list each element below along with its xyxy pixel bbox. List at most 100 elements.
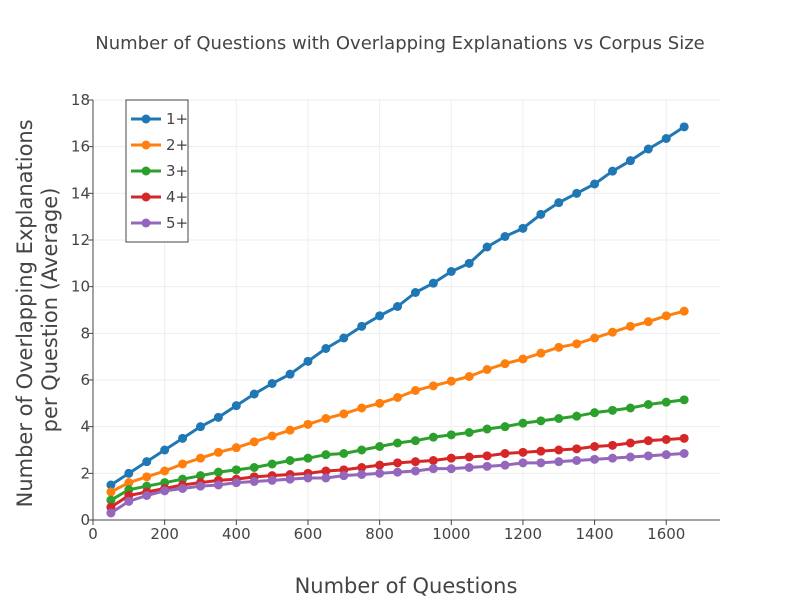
data-point bbox=[625, 438, 635, 448]
y-axis-title-line-1: Number of Overlapping Explanations bbox=[13, 119, 37, 507]
data-point bbox=[375, 311, 385, 321]
data-point bbox=[321, 466, 331, 476]
data-point bbox=[590, 333, 600, 343]
data-point bbox=[428, 432, 438, 442]
y-axis-title: Number of Overlapping Explanations per Q… bbox=[13, 113, 62, 508]
data-point bbox=[446, 453, 456, 463]
data-point bbox=[160, 466, 170, 476]
data-point bbox=[285, 474, 295, 484]
x-tick-label: 400 bbox=[222, 525, 251, 543]
data-point bbox=[124, 496, 134, 506]
data-point bbox=[482, 424, 492, 434]
y-tick-label: 8 bbox=[80, 324, 90, 342]
data-point bbox=[572, 188, 582, 198]
data-point bbox=[625, 156, 635, 166]
series-1 bbox=[106, 122, 689, 490]
data-point bbox=[249, 477, 259, 486]
legend-swatch-marker bbox=[141, 166, 151, 176]
data-point bbox=[536, 209, 546, 219]
data-point bbox=[554, 445, 564, 455]
x-axis-title: Number of Questions bbox=[295, 574, 518, 598]
x-tick-label: 0 bbox=[88, 525, 98, 543]
data-point bbox=[536, 348, 546, 358]
data-point bbox=[339, 333, 349, 343]
x-tick-label: 1400 bbox=[576, 525, 614, 543]
data-point bbox=[500, 422, 510, 432]
data-point bbox=[213, 480, 223, 490]
data-point bbox=[393, 467, 403, 477]
data-point bbox=[321, 344, 331, 353]
legend-item: 5+ bbox=[131, 214, 188, 232]
data-point bbox=[195, 453, 205, 463]
data-point bbox=[393, 458, 403, 468]
data-point bbox=[357, 463, 367, 472]
data-point bbox=[267, 379, 277, 388]
data-point bbox=[643, 451, 653, 461]
data-point bbox=[267, 459, 277, 469]
data-point bbox=[321, 414, 331, 423]
data-point bbox=[321, 473, 331, 483]
grid bbox=[93, 99, 720, 520]
data-point bbox=[124, 468, 134, 478]
data-point bbox=[285, 369, 295, 379]
data-point bbox=[142, 457, 152, 467]
data-point bbox=[267, 475, 277, 485]
data-point bbox=[178, 433, 188, 443]
data-point bbox=[679, 395, 689, 405]
data-point bbox=[410, 457, 420, 467]
data-point bbox=[446, 464, 456, 474]
data-point bbox=[142, 472, 152, 482]
data-point bbox=[285, 456, 295, 465]
data-point bbox=[339, 449, 349, 458]
legend-swatch-marker bbox=[141, 192, 151, 202]
data-point bbox=[178, 459, 188, 469]
data-point bbox=[375, 398, 385, 408]
series-5 bbox=[106, 449, 689, 518]
legend-item: 1+ bbox=[131, 110, 188, 128]
data-point bbox=[643, 144, 653, 154]
data-point bbox=[464, 452, 474, 462]
data-point bbox=[428, 381, 438, 391]
data-point bbox=[482, 451, 492, 461]
data-point bbox=[410, 288, 420, 297]
data-point bbox=[213, 412, 223, 422]
data-point bbox=[518, 354, 528, 364]
x-tick-label: 1200 bbox=[504, 525, 542, 543]
data-point bbox=[590, 179, 600, 189]
data-point bbox=[357, 445, 367, 455]
data-point bbox=[464, 258, 474, 268]
data-point bbox=[500, 232, 510, 241]
data-point bbox=[410, 436, 420, 446]
data-point bbox=[464, 372, 474, 381]
y-tick-label: 16 bbox=[71, 138, 90, 156]
data-point bbox=[518, 458, 528, 468]
data-point bbox=[106, 495, 116, 505]
data-point bbox=[195, 471, 205, 481]
legend-label: 2+ bbox=[166, 136, 188, 154]
x-tick-label: 200 bbox=[150, 525, 179, 543]
data-point bbox=[572, 456, 582, 465]
data-point bbox=[393, 393, 403, 402]
series-3 bbox=[106, 395, 689, 505]
data-point bbox=[482, 461, 492, 471]
data-point bbox=[303, 356, 313, 366]
data-point bbox=[267, 431, 277, 441]
data-point bbox=[160, 486, 170, 496]
data-point bbox=[625, 452, 635, 462]
data-point bbox=[142, 491, 152, 500]
data-point bbox=[393, 438, 403, 448]
y-tick-label: 18 bbox=[71, 91, 90, 109]
y-tick-label: 0 bbox=[80, 511, 90, 529]
data-point bbox=[590, 408, 600, 418]
data-point bbox=[661, 450, 671, 460]
data-point bbox=[249, 463, 259, 472]
data-point bbox=[608, 405, 618, 415]
data-point bbox=[231, 465, 241, 475]
data-point bbox=[679, 306, 689, 316]
data-point bbox=[643, 436, 653, 446]
data-point bbox=[608, 440, 618, 450]
data-point bbox=[661, 397, 671, 407]
data-point bbox=[339, 409, 349, 419]
legend-item: 2+ bbox=[131, 136, 188, 154]
x-tick-label: 1000 bbox=[432, 525, 470, 543]
